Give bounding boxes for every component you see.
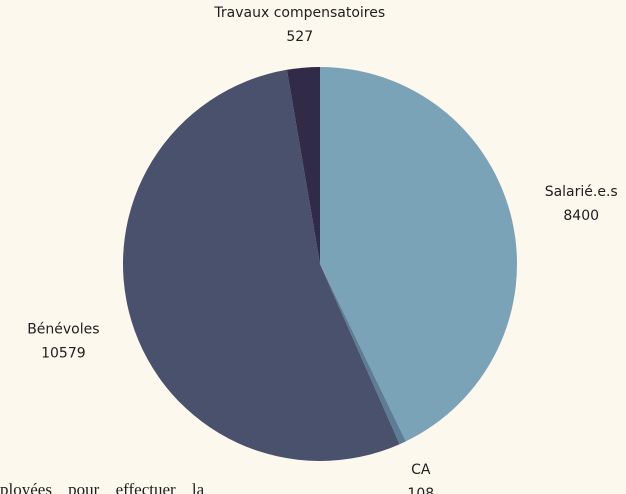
slice-label: Salarié.e.s xyxy=(545,184,618,200)
slice-label: Bénévoles xyxy=(27,321,99,337)
slice-value: 527 xyxy=(286,29,313,45)
slice-value: 108 xyxy=(407,486,434,494)
pie-slice xyxy=(320,67,517,442)
slice-label: CA xyxy=(411,462,431,478)
slice-label: Travaux compensatoires xyxy=(213,5,385,21)
pie-slice xyxy=(122,69,400,462)
slice-value: 8400 xyxy=(563,208,599,224)
pie-slice xyxy=(286,67,320,264)
pie-slice xyxy=(320,264,406,445)
slice-value: 10579 xyxy=(41,345,86,361)
text-fragment: ployées pour effectuer la xyxy=(0,480,205,494)
